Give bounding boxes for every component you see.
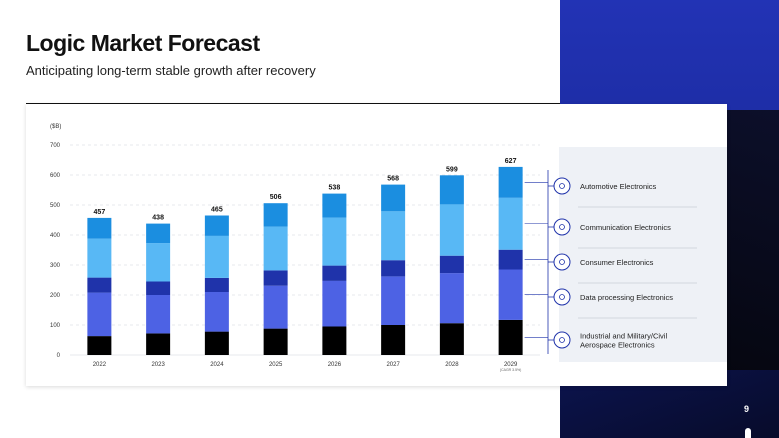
bar-segment-2028-2 [439,255,464,274]
x-tick-label: 2022 [93,362,107,368]
bar-total-label: 438 [152,215,164,222]
x-tick-label: 2024 [210,362,224,368]
bar-segment-2026-3 [322,217,347,266]
gear-icon [553,177,571,195]
bar-segment-2029-4 [498,166,523,198]
legend-label: Industrial and Military/Civil Aerospace E… [580,332,667,350]
bar-total-label: 599 [446,166,458,173]
bar-segment-2025-3 [263,226,288,271]
layers-icon-glyph [559,294,565,300]
bar-total-label: 627 [505,158,517,165]
x-tick-label: 2023 [151,362,165,368]
title-divider [26,103,560,104]
person-icon-glyph [559,259,565,265]
phone-icon [553,218,571,236]
bar-segment-2023-0 [146,333,171,355]
x-tick-label: 2026 [328,362,342,368]
label-layer: ($B) 0 100 200 300 400 500 600 700 457 2022 438 2023… [50,124,521,372]
bar-segment-2024-1 [204,292,229,332]
bar-segment-2028-0 [439,323,464,355]
x-tick-label: 2027 [386,362,400,368]
bar-layer [87,166,523,355]
bar-total-label: 538 [329,185,341,192]
x-tick-label: 2029 [504,362,518,368]
bar-segment-2025-4 [263,203,288,227]
y-tick-label: 300 [50,263,61,269]
bar-segment-2023-1 [146,295,171,334]
bar-segment-2029-0 [498,319,523,355]
satellite-icon [553,331,571,349]
bar-segment-2026-0 [322,326,347,355]
bar-total-label: 457 [94,209,106,216]
bar-segment-2027-2 [381,260,406,277]
bar-segment-2029-2 [498,249,523,270]
bar-segment-2026-4 [322,193,347,218]
page-number: 9 [744,404,750,414]
bar-segment-2023-2 [146,281,171,295]
y-tick-label: 700 [50,143,61,149]
bar-segment-2022-4 [87,217,112,239]
bar-segment-2022-0 [87,336,112,355]
bar-segment-2024-4 [204,215,229,236]
phone-icon-glyph [559,224,565,230]
x-tick-label: 2028 [445,362,459,368]
page-indicator [745,428,751,438]
bar-segment-2027-3 [381,211,406,261]
gear-icon-glyph [559,183,565,189]
bar-segment-2028-1 [439,273,464,324]
bar-segment-2024-0 [204,331,229,355]
y-tick-label: 100 [50,323,61,329]
y-tick-label: 200 [50,293,61,299]
bar-segment-2027-4 [381,184,406,212]
bar-total-label: 465 [211,207,223,214]
grid-layer [70,144,540,356]
bar-total-label: 506 [270,194,282,201]
legend-label: Automotive Electronics [580,182,657,191]
person-icon [553,253,571,271]
x-tick-note: (CAGR 3.5%) [500,368,521,372]
bar-segment-2028-3 [439,204,464,256]
bar-segment-2022-1 [87,292,112,337]
legend-panel [559,147,727,362]
legend-label: Communication Electronics [580,223,671,232]
satellite-icon-glyph [559,337,565,343]
bar-segment-2029-3 [498,197,523,250]
bar-segment-2023-4 [146,223,171,244]
bar-segment-2023-3 [146,243,171,282]
bar-segment-2025-2 [263,270,288,286]
bar-segment-2028-4 [439,175,464,205]
page-title: Logic Market Forecast [26,30,260,56]
bar-segment-2025-0 [263,328,288,355]
bar-segment-2022-2 [87,277,112,293]
legend-label: Consumer Electronics [580,258,654,267]
bar-segment-2026-2 [322,265,347,281]
layers-icon [553,288,571,306]
y-tick-label: 500 [50,203,61,209]
bar-segment-2029-1 [498,269,523,320]
bar-segment-2027-1 [381,276,406,325]
bar-segment-2022-3 [87,238,112,278]
bar-segment-2026-1 [322,280,347,327]
y-axis-unit-label: ($B) [50,124,61,130]
y-tick-label: 600 [50,173,61,179]
bar-segment-2025-1 [263,285,288,329]
legend-label: Data processing Electronics [580,293,673,302]
bar-segment-2024-2 [204,277,229,292]
legend-layer: Automotive Electronics Communication Elec… [524,170,697,354]
y-tick-label: 400 [50,233,61,239]
page-subtitle: Anticipating long-term stable growth aft… [26,63,316,78]
bar-segment-2024-3 [204,235,229,278]
y-tick-label: 0 [57,353,61,359]
x-tick-label: 2025 [269,362,283,368]
bar-segment-2027-0 [381,325,406,355]
bar-total-label: 568 [387,176,399,183]
